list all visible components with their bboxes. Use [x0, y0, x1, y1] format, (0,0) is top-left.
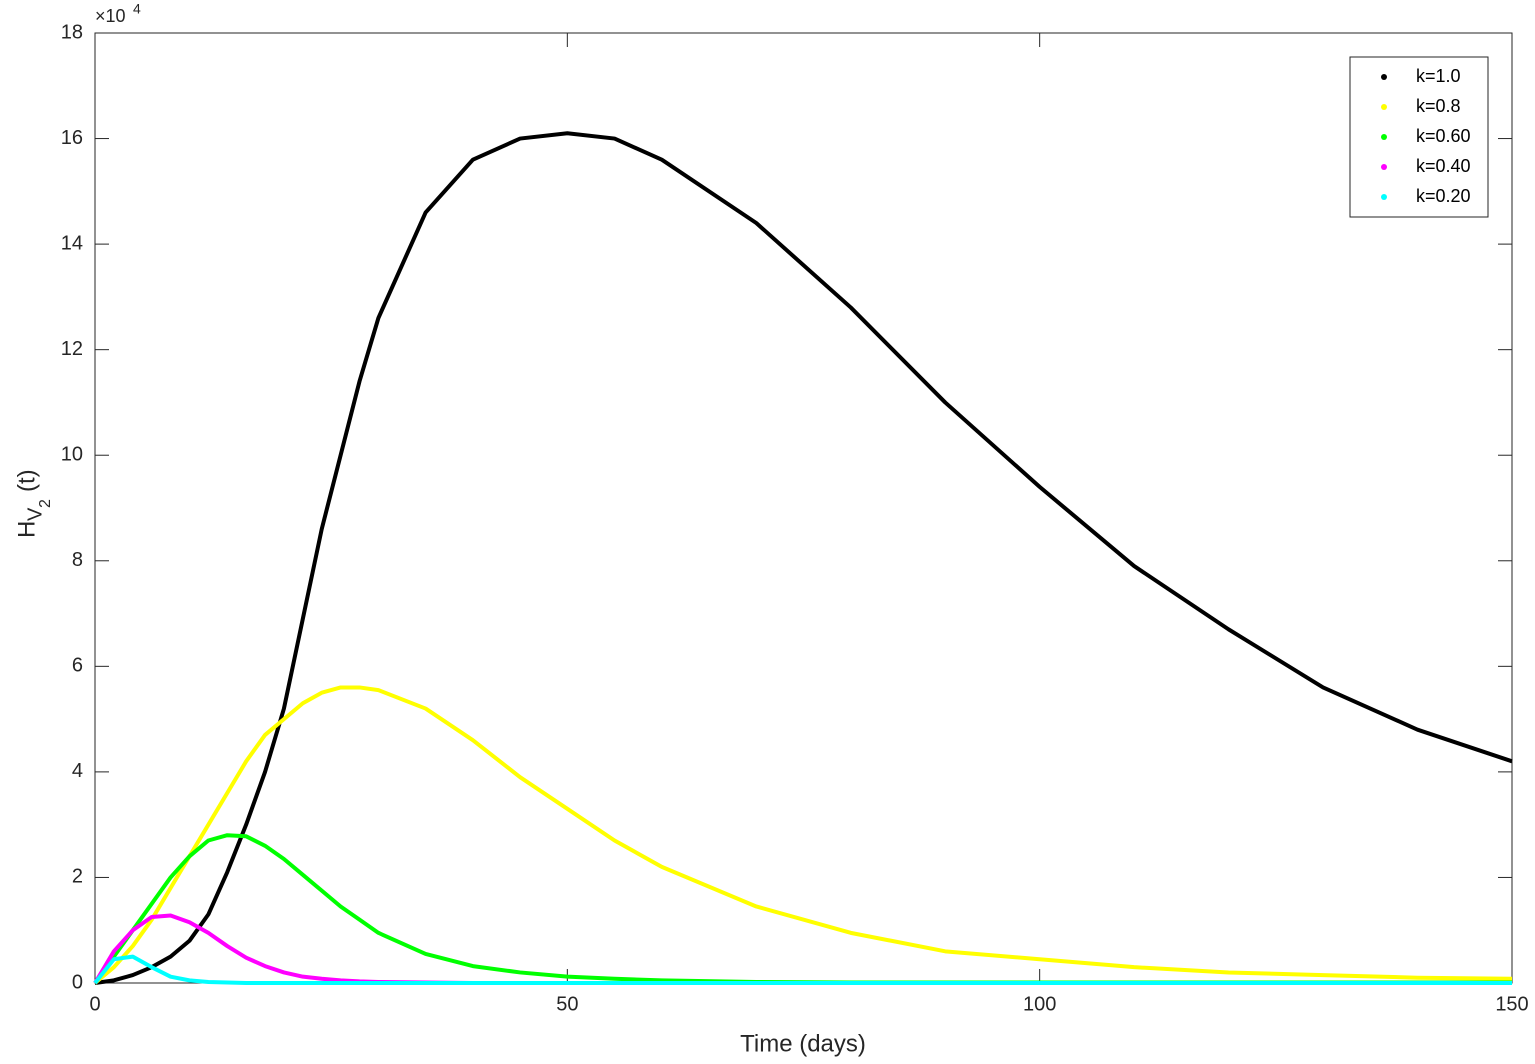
series-line — [93, 685, 1513, 985]
legend-box — [1349, 56, 1489, 218]
y-tick-label: 14 — [61, 232, 83, 254]
y-label-rest: (t) — [13, 469, 40, 492]
y-tick-label: 18 — [61, 21, 83, 43]
series-line — [93, 833, 1512, 985]
x-tick-label: 0 — [89, 993, 100, 1015]
legend-label: k=0.60 — [1416, 126, 1471, 146]
y-label-main: H — [13, 521, 40, 538]
y-label-sub: V — [24, 507, 46, 521]
y-tick-label: 2 — [72, 866, 83, 888]
legend-label: k=0.40 — [1416, 156, 1471, 176]
y-tick-label: 10 — [61, 444, 83, 466]
x-tick-label: 100 — [1023, 993, 1056, 1015]
y-tick-label: 4 — [72, 760, 83, 782]
y-axis-label: H V 2 (t) — [13, 469, 54, 538]
legend-label: k=0.20 — [1416, 186, 1471, 206]
x-tick-label: 150 — [1495, 993, 1528, 1015]
y-label-subsub: 2 — [37, 499, 54, 508]
legend-label: k=1.0 — [1416, 66, 1461, 86]
y-multiplier: ×10 — [95, 6, 126, 26]
legend-marker — [1381, 134, 1387, 140]
series-line — [93, 954, 1512, 985]
y-multiplier-exponent: 4 — [133, 1, 141, 17]
y-tick-label: 8 — [72, 549, 83, 571]
legend-marker — [1381, 74, 1387, 80]
x-axis-label: Time (days) — [740, 1030, 866, 1057]
y-tick-label: 16 — [61, 127, 83, 149]
series-line — [94, 131, 1513, 985]
y-tick-label: 6 — [72, 655, 83, 677]
y-tick-label: 12 — [61, 338, 83, 360]
plot-frame — [94, 32, 1513, 984]
x-tick-label: 50 — [556, 993, 578, 1015]
legend-label: k=0.8 — [1416, 96, 1461, 116]
legend-marker — [1381, 194, 1387, 200]
y-tick-label: 0 — [72, 971, 83, 993]
legend-marker — [1381, 164, 1387, 170]
legend-marker — [1381, 104, 1387, 110]
